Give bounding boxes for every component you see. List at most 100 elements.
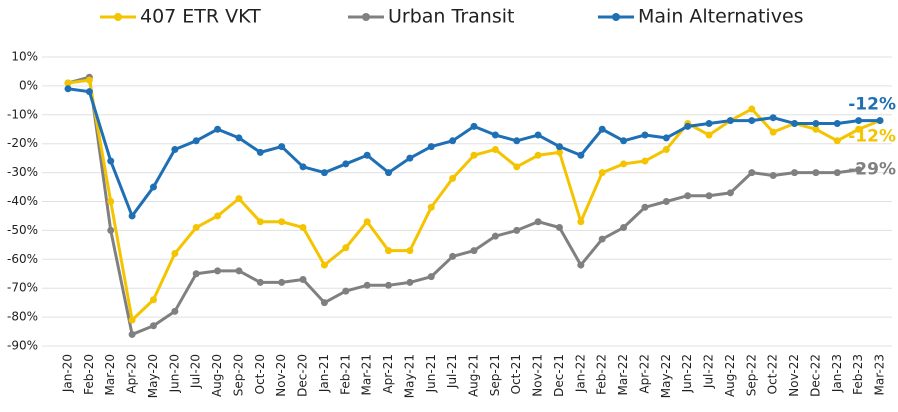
point bbox=[214, 212, 222, 220]
point bbox=[748, 169, 756, 177]
point bbox=[149, 322, 157, 330]
point bbox=[128, 316, 136, 324]
y-tick-label: -90% bbox=[7, 339, 38, 353]
legend-marker bbox=[362, 13, 370, 21]
point bbox=[363, 151, 371, 159]
point bbox=[85, 76, 93, 84]
point bbox=[149, 183, 157, 191]
point bbox=[299, 276, 307, 284]
x-tick-label: Mar-23 bbox=[873, 354, 887, 395]
x-tick-label: Nov-22 bbox=[787, 354, 801, 397]
point bbox=[235, 267, 243, 275]
point bbox=[299, 224, 307, 232]
point bbox=[214, 125, 222, 133]
x-tick-label: Jun-20 bbox=[167, 354, 181, 393]
point bbox=[641, 157, 649, 165]
point bbox=[791, 119, 799, 127]
point bbox=[641, 131, 649, 139]
point bbox=[491, 131, 499, 139]
point bbox=[662, 198, 670, 205]
y-tick-label: -20% bbox=[7, 136, 38, 150]
y-tick-label: -30% bbox=[7, 165, 38, 179]
point bbox=[534, 131, 542, 139]
x-tick-label: Dec-22 bbox=[808, 354, 822, 397]
point bbox=[363, 281, 371, 289]
point bbox=[513, 137, 521, 145]
point bbox=[684, 122, 692, 130]
end-label: -29% bbox=[848, 160, 896, 180]
point bbox=[128, 330, 136, 338]
point bbox=[320, 261, 328, 269]
x-tick-label: Feb-22 bbox=[595, 354, 609, 395]
point bbox=[598, 235, 606, 243]
point bbox=[256, 278, 264, 286]
point bbox=[427, 203, 435, 211]
point bbox=[491, 232, 499, 240]
legend-marker bbox=[612, 13, 620, 21]
point bbox=[278, 278, 286, 286]
x-tick-label: Mar-20 bbox=[103, 354, 117, 395]
x-tick-label: Jul-20 bbox=[189, 354, 203, 389]
x-tick-label: Sep-20 bbox=[231, 354, 245, 396]
x-tick-label: Apr-21 bbox=[381, 354, 395, 394]
point bbox=[235, 134, 243, 142]
point bbox=[470, 247, 478, 255]
point bbox=[598, 125, 606, 133]
point bbox=[449, 174, 457, 182]
x-tick-label: Feb-21 bbox=[338, 354, 352, 395]
point bbox=[833, 169, 841, 177]
x-tick-label: Oct-20 bbox=[253, 354, 267, 394]
point bbox=[598, 169, 606, 177]
x-tick-label: Dec-20 bbox=[296, 354, 310, 397]
x-tick-label: Sep-22 bbox=[744, 354, 758, 396]
point bbox=[620, 224, 628, 232]
x-tick-label: Jan-23 bbox=[830, 354, 844, 393]
point bbox=[577, 218, 585, 226]
y-tick-label: 10% bbox=[11, 50, 38, 64]
point bbox=[620, 160, 628, 168]
x-tick-label: Mar-22 bbox=[616, 354, 630, 395]
x-tick-label: Feb-23 bbox=[851, 354, 865, 395]
point bbox=[171, 145, 179, 153]
point bbox=[791, 169, 799, 177]
point bbox=[491, 145, 499, 153]
x-tick-label: Aug-21 bbox=[467, 354, 481, 397]
end-label: -12% bbox=[848, 95, 896, 115]
x-tick-label: May-21 bbox=[402, 354, 416, 398]
point bbox=[85, 88, 93, 96]
x-tick-label: Apr-20 bbox=[125, 354, 139, 394]
point bbox=[833, 119, 841, 127]
point bbox=[214, 267, 222, 275]
point bbox=[171, 307, 179, 315]
point bbox=[427, 143, 435, 151]
y-tick-label: -50% bbox=[7, 223, 38, 237]
point bbox=[641, 203, 649, 211]
point bbox=[769, 171, 777, 179]
x-tick-label: Oct-22 bbox=[766, 354, 780, 394]
point bbox=[128, 212, 136, 220]
point bbox=[107, 226, 115, 234]
point bbox=[684, 192, 692, 200]
x-tick-label: Jan-21 bbox=[317, 354, 331, 393]
y-tick-label: -70% bbox=[7, 281, 38, 295]
point bbox=[555, 143, 563, 151]
point bbox=[577, 261, 585, 269]
point bbox=[513, 163, 521, 171]
point bbox=[449, 137, 457, 145]
point bbox=[620, 137, 628, 145]
point bbox=[149, 296, 157, 304]
point bbox=[427, 273, 435, 281]
point bbox=[278, 218, 286, 226]
point bbox=[833, 137, 841, 145]
end-label: -12% bbox=[848, 127, 896, 147]
point bbox=[235, 195, 243, 203]
point bbox=[107, 198, 115, 205]
point bbox=[555, 148, 563, 156]
point bbox=[385, 247, 393, 255]
point bbox=[278, 143, 286, 151]
point bbox=[876, 117, 884, 125]
point bbox=[662, 145, 670, 153]
legend-text: 407 ETR VKT bbox=[140, 6, 261, 28]
x-tick-label: Jul-22 bbox=[702, 354, 716, 389]
point bbox=[855, 125, 863, 133]
